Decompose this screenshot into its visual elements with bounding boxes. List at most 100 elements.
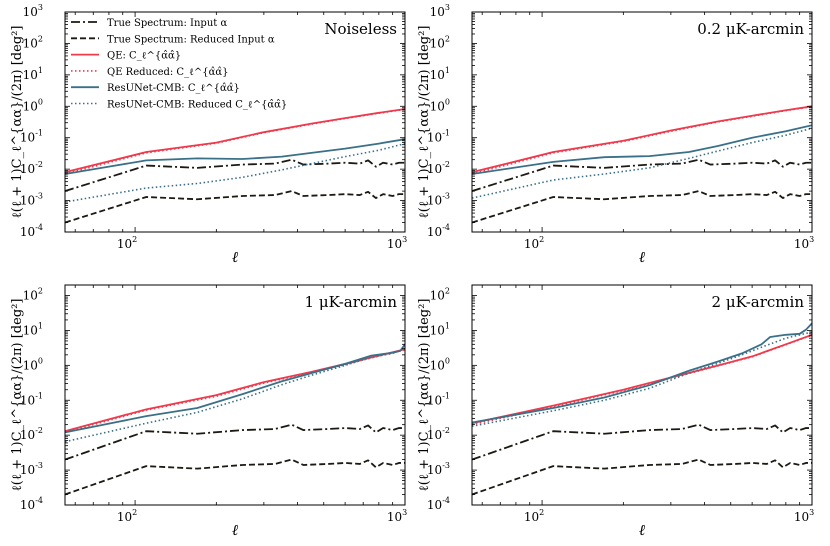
panel-title: 0.2 μK-arcmin [697, 20, 804, 38]
y-tick-label: 100 [23, 356, 43, 372]
x-axis-label: ℓ [232, 248, 238, 266]
y-tick-exponent: -1 [442, 129, 450, 138]
x-axis-label: ℓ [639, 521, 645, 539]
x-tick-label: 103 [794, 235, 814, 251]
series-line-5 [472, 125, 812, 174]
panel-title: 1 μK-arcmin [305, 293, 398, 311]
y-tick-label: 101 [430, 66, 450, 82]
y-tick-exponent: -1 [35, 391, 43, 400]
series-group [65, 109, 405, 223]
x-axis-label: ℓ [232, 521, 238, 539]
figure: 102 103 ℓ 10-4 1 0 -3 1 0 -2 1 0 -1 100 101 102 103 ℓ(ℓ +… [0, 0, 830, 546]
y-tick-exponent: 1 [38, 66, 43, 75]
y-tick-exponent: -4 [442, 223, 450, 232]
y-tick-label: 103 [23, 3, 43, 19]
series-line-5 [472, 323, 812, 422]
series-line-2 [65, 191, 405, 222]
y-tick-exponent: -4 [442, 496, 450, 505]
y-tick-exponent: 1 [38, 321, 43, 330]
series-line-2 [472, 191, 812, 222]
panel-1: 102 103ℓ10-410-310-210-1100101102103ℓ(ℓ +… [10, 3, 407, 266]
series-line-2 [472, 460, 812, 495]
y-axis-label: ℓ(ℓ + 1)C_ℓ^{αα}/(2π) [deg²] [417, 26, 432, 219]
series-line-2 [65, 460, 405, 495]
legend-label: QE Reduced: C_ℓ^{α̂α̂} [107, 67, 228, 78]
panel-title: 2 μK-arcmin [712, 293, 805, 311]
x-axis: 102 103 ℓ [482, 12, 814, 266]
y-tick-exponent: -2 [442, 160, 450, 169]
y-tick-exponent: -4 [35, 223, 43, 232]
series-group [472, 106, 812, 222]
y-tick-label: 101 [23, 321, 43, 337]
y-tick-label: 103 [430, 3, 450, 19]
y-tick-exponent: 2 [38, 34, 43, 43]
legend: True Spectrum: Input α True Spectrum: Red… [71, 18, 287, 111]
x-tick-exponent: 2 [539, 508, 544, 517]
y-tick-label: 10-4 [427, 496, 450, 512]
x-tick-exponent: 2 [132, 508, 137, 517]
legend-label: QE: C_ℓ^{α̂α̂} [107, 51, 181, 62]
y-tick-label: 102 [430, 287, 450, 303]
y-axis-label: ℓ(ℓ + 1)C_ℓ^{αα}/(2π) [deg²] [417, 299, 432, 492]
x-axis: 102 103 ℓ [75, 285, 407, 539]
y-tick-label: 102 [23, 34, 43, 50]
y-tick-exponent: -3 [442, 461, 450, 470]
plot-frame [472, 285, 812, 505]
legend-label: True Spectrum: Input α [107, 18, 227, 29]
y-tick-exponent: -2 [442, 426, 450, 435]
y-axis-label: ℓ(ℓ + 1)C_ℓ^{αα}/(2π) [deg²] [10, 299, 25, 492]
x-tick-exponent: 3 [809, 508, 814, 517]
y-tick-exponent: -3 [442, 192, 450, 201]
y-tick-label: 100 [430, 356, 450, 372]
x-tick-label: 102 [524, 235, 544, 251]
series-line-6 [65, 144, 405, 202]
y-tick-label: 10-4 [20, 223, 43, 239]
plot-frame [472, 12, 812, 232]
x-tick-label: 102 [524, 508, 544, 524]
y-tick-label: 101 [23, 66, 43, 82]
x-tick-label: 103 [387, 235, 407, 251]
plot-frame [65, 285, 405, 505]
y-tick-label: 102 [23, 287, 43, 303]
panel-title: Noiseless [324, 20, 397, 38]
legend-label: True Spectrum: Reduced Input α [107, 34, 275, 45]
x-tick-exponent: 3 [809, 235, 814, 244]
x-tick-label: 103 [794, 508, 814, 524]
x-tick-label: 103 [387, 508, 407, 524]
x-tick-exponent: 3 [402, 508, 407, 517]
y-tick-exponent: -3 [35, 192, 43, 201]
y-tick-exponent: 1 [445, 66, 450, 75]
y-tick-label: 101 [430, 321, 450, 337]
legend-label: ResUNet-CMB: C_ℓ^{α̂α̂} [107, 83, 240, 94]
y-tick-exponent: 0 [38, 356, 43, 365]
y-tick-exponent: 0 [38, 97, 43, 106]
y-tick-label: 100 [430, 97, 450, 113]
x-tick-label: 102 [117, 508, 137, 524]
series-line-1 [472, 425, 812, 460]
y-tick-label: 10-4 [427, 223, 450, 239]
y-tick-label: 102 [430, 34, 450, 50]
y-tick-exponent: 2 [445, 287, 450, 296]
y-axis-label: ℓ(ℓ + 1)C_ℓ^{αα}/(2π) [deg²] [10, 26, 25, 219]
series-line-1 [65, 160, 405, 191]
legend-label: ResUNet-CMB: Reduced C_ℓ^{α̂α̂} [107, 100, 287, 111]
y-tick-exponent: 2 [445, 34, 450, 43]
y-tick-exponent: -4 [35, 496, 43, 505]
y-tick-exponent: -2 [35, 160, 43, 169]
x-tick-exponent: 3 [402, 235, 407, 244]
series-line-5 [65, 139, 405, 174]
series-group [65, 344, 405, 494]
y-tick-label: 10-4 [20, 496, 43, 512]
y-tick-exponent: 0 [445, 97, 450, 106]
y-tick-exponent: -1 [442, 391, 450, 400]
y-tick-exponent: 3 [38, 3, 43, 12]
x-tick-label: 102 [117, 235, 137, 251]
series-group [472, 323, 812, 494]
y-tick-exponent: 2 [38, 287, 43, 296]
